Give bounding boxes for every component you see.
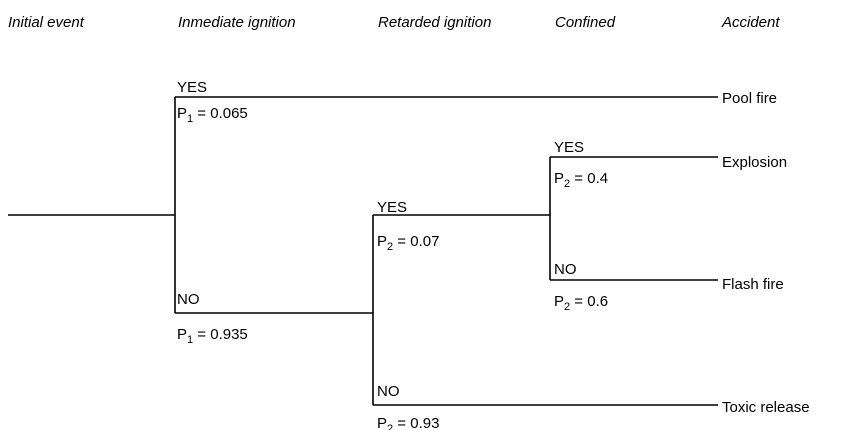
probability-text: = 0.065 (193, 105, 248, 122)
probability-subscript: 2 (387, 423, 393, 430)
branch-answer: YES (377, 199, 407, 216)
probability-symbol: P (377, 233, 387, 250)
probability-subscript: 2 (387, 241, 393, 253)
branch-probability: P2 = 0.93 (377, 415, 439, 430)
probability-subscript: 2 (564, 301, 570, 313)
probability-text: = 0.6 (570, 293, 608, 310)
branch-probability: P2 = 0.6 (554, 293, 608, 313)
branch-probability: P1 = 0.935 (177, 326, 248, 346)
probability-text: = 0.4 (570, 170, 608, 187)
header: Inmediate ignition (178, 14, 296, 31)
probability-symbol: P (177, 105, 187, 122)
accident: Pool fire (722, 90, 777, 107)
branch-answer: YES (554, 139, 584, 156)
branch-answer: YES (177, 79, 207, 96)
headers: Initial event Inmediate ignition Retarde… (8, 14, 780, 31)
probability-subscript: 1 (187, 334, 193, 346)
probability-symbol: P (377, 415, 387, 430)
probability-subscript: 2 (564, 178, 570, 190)
accidents: Pool fire Explosion Flash fire Toxic rel… (722, 90, 810, 416)
branch-answer: NO (554, 261, 577, 278)
branch-answer: NO (177, 291, 200, 308)
accident: Flash fire (722, 276, 784, 293)
accident: Toxic release (722, 399, 810, 416)
probability-text: = 0.935 (193, 326, 248, 343)
header: Confined (555, 14, 616, 31)
probability-symbol: P (554, 170, 564, 187)
header: Accident (721, 14, 780, 31)
probability-symbol: P (554, 293, 564, 310)
header: Retarded ignition (378, 14, 491, 31)
accident: Explosion (722, 154, 787, 171)
branch-probability: P2 = 0.4 (554, 170, 608, 190)
branch-answer: NO (377, 383, 400, 400)
probability-subscript: 1 (187, 113, 193, 125)
tree-lines (8, 96, 718, 406)
probability-text: = 0.93 (393, 415, 439, 430)
branch-probability: P1 = 0.065 (177, 105, 248, 125)
branch-probability: P2 = 0.07 (377, 233, 439, 253)
header: Initial event (8, 14, 85, 31)
probability-symbol: P (177, 326, 187, 343)
probability-text: = 0.07 (393, 233, 439, 250)
